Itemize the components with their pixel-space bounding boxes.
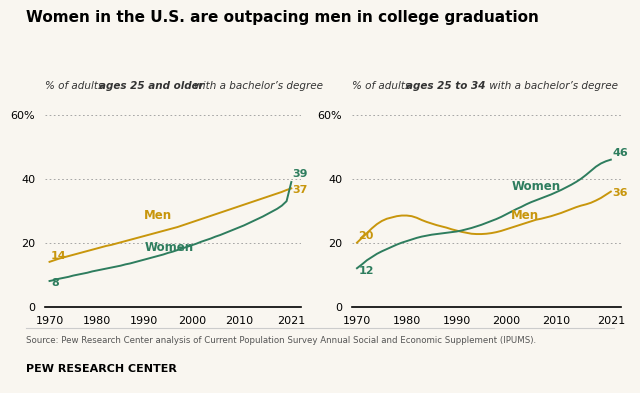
Text: 46: 46: [612, 149, 628, 158]
Text: 20: 20: [358, 231, 374, 241]
Text: Women: Women: [145, 241, 193, 253]
Text: ages 25 and older: ages 25 and older: [99, 81, 204, 90]
Text: Men: Men: [511, 209, 540, 222]
Text: 37: 37: [292, 185, 308, 195]
Text: Women: Women: [511, 180, 561, 193]
Text: % of adults: % of adults: [352, 81, 413, 90]
Text: % of adults: % of adults: [45, 81, 106, 90]
Text: Men: Men: [145, 209, 173, 222]
Text: PEW RESEARCH CENTER: PEW RESEARCH CENTER: [26, 364, 177, 373]
Text: with a bachelor’s degree: with a bachelor’s degree: [486, 81, 618, 90]
Text: Source: Pew Research Center analysis of Current Population Survey Annual Social : Source: Pew Research Center analysis of …: [26, 336, 536, 345]
Text: 36: 36: [612, 188, 628, 198]
Text: 39: 39: [292, 169, 308, 179]
Text: 12: 12: [358, 266, 374, 276]
Text: 14: 14: [51, 251, 67, 261]
Text: with a bachelor’s degree: with a bachelor’s degree: [191, 81, 323, 90]
Text: Women in the U.S. are outpacing men in college graduation: Women in the U.S. are outpacing men in c…: [26, 10, 538, 25]
Text: 8: 8: [51, 278, 59, 288]
Text: ages 25 to 34: ages 25 to 34: [406, 81, 486, 90]
